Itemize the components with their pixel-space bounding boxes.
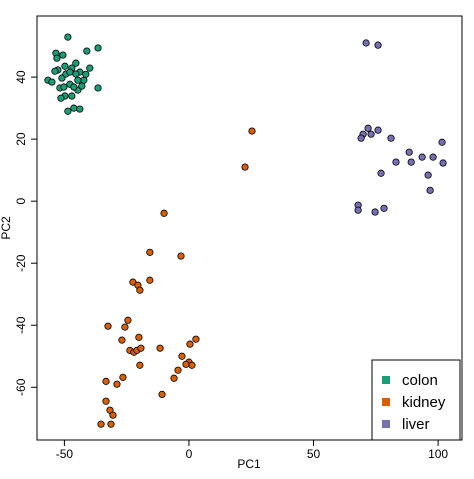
point [66, 68, 74, 76]
point [82, 70, 90, 78]
point [53, 54, 61, 62]
point [57, 94, 65, 102]
point [146, 248, 154, 256]
x-tick-label: 0 [186, 447, 193, 461]
point [170, 374, 178, 382]
x-tick-label: 100 [428, 447, 448, 461]
point [136, 361, 144, 369]
point [426, 186, 434, 194]
legend-swatch [382, 420, 390, 428]
point [136, 286, 144, 294]
point [83, 47, 91, 55]
point [174, 366, 182, 374]
plot-frame [36, 15, 463, 441]
legend-label: colon [402, 372, 438, 389]
point [380, 204, 388, 212]
x-tick-label: -50 [56, 447, 74, 461]
point [124, 316, 132, 324]
point [357, 134, 365, 142]
y-tick-label: -40 [14, 316, 28, 334]
point [68, 92, 76, 100]
point [72, 59, 80, 67]
point [113, 380, 121, 388]
point [405, 148, 413, 156]
point [70, 83, 78, 91]
point [156, 344, 164, 352]
y-tick-label: 40 [14, 70, 28, 84]
point [354, 206, 362, 214]
point [438, 138, 446, 146]
y-tick-label: 0 [14, 198, 28, 205]
point [188, 361, 196, 369]
point [64, 33, 72, 41]
point [387, 134, 395, 142]
point [74, 76, 82, 84]
point [118, 336, 126, 344]
x-axis-label: PC1 [237, 457, 261, 471]
y-axis-label: PC2 [0, 216, 13, 240]
point [104, 322, 112, 330]
point [158, 390, 166, 399]
point [72, 70, 80, 78]
point [107, 420, 115, 428]
point [160, 209, 168, 217]
x-tick-label: 50 [307, 447, 321, 461]
point [392, 158, 400, 166]
point [60, 83, 68, 91]
point [182, 360, 190, 368]
point [121, 323, 129, 331]
point [97, 420, 105, 428]
point [439, 159, 447, 167]
point [362, 39, 370, 47]
legend-swatch [382, 398, 390, 406]
point [70, 104, 78, 112]
point [64, 107, 72, 115]
point [94, 84, 102, 92]
point [371, 208, 379, 216]
point [48, 78, 56, 86]
point [241, 163, 249, 171]
point [364, 124, 372, 132]
point [248, 127, 256, 135]
legend-swatch [382, 376, 390, 384]
point [109, 411, 117, 419]
point [418, 153, 426, 161]
point [119, 373, 127, 381]
point [59, 51, 67, 59]
point [146, 276, 154, 284]
point [424, 171, 432, 179]
point [78, 82, 86, 90]
legend-label: kidney [402, 394, 446, 411]
point [407, 158, 415, 166]
point [76, 105, 84, 113]
point [102, 397, 110, 405]
point [192, 335, 200, 343]
point [137, 344, 145, 352]
point [135, 333, 143, 341]
point [374, 126, 382, 134]
point [80, 76, 88, 84]
legend: colon kidney liver [371, 359, 461, 441]
y-tick-label: 20 [14, 132, 28, 146]
legend-label: liver [402, 416, 430, 433]
point [374, 41, 382, 49]
y-tick-label: -60 [14, 378, 28, 396]
point [177, 252, 185, 260]
point [61, 62, 69, 70]
point [186, 340, 194, 348]
y-tick-label: -20 [14, 254, 28, 272]
point [86, 64, 94, 72]
point [429, 153, 437, 161]
point [178, 352, 186, 360]
point [377, 169, 385, 177]
point [102, 377, 110, 385]
point [51, 67, 59, 75]
point [94, 44, 102, 52]
point [367, 130, 375, 138]
